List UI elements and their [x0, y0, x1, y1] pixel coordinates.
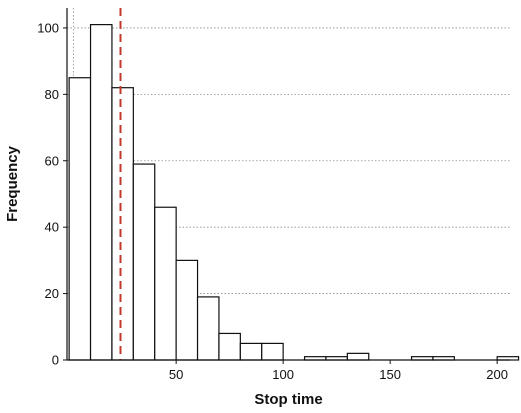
histogram-bar: [196, 296, 220, 361]
axes: [66, 8, 510, 361]
histogram-bar: [132, 163, 156, 361]
y-tick-label: 60: [45, 153, 59, 168]
histogram-bar: [175, 259, 199, 361]
y-tick-label: 40: [45, 220, 59, 235]
histogram-bar: [89, 24, 113, 361]
x-tick-labels: 50 100 150 200: [169, 360, 508, 382]
y-axis-title: Frequency: [4, 145, 21, 222]
x-tick-label: 150: [379, 367, 401, 382]
y-tick-label: 100: [37, 20, 59, 35]
histogram-bars: [68, 8, 520, 361]
histogram-bar: [68, 77, 92, 361]
x-tick-label: 50: [169, 367, 183, 382]
y-tick-label: 0: [52, 353, 59, 368]
histogram-bar: [239, 342, 263, 361]
y-tick-label: 80: [45, 87, 59, 102]
y-tick-labels: 0 20 40 60 80 100: [37, 20, 67, 368]
x-axis-title: Stop time: [254, 391, 322, 408]
x-tick-label: 200: [486, 367, 508, 382]
histogram-bar: [218, 332, 241, 361]
histogram-bar: [154, 206, 177, 361]
histogram-bar: [261, 342, 284, 361]
y-tick-label: 20: [45, 286, 59, 301]
histogram-bar: [111, 87, 134, 361]
histogram-bar: [346, 352, 370, 361]
x-tick-label: 100: [272, 367, 294, 382]
